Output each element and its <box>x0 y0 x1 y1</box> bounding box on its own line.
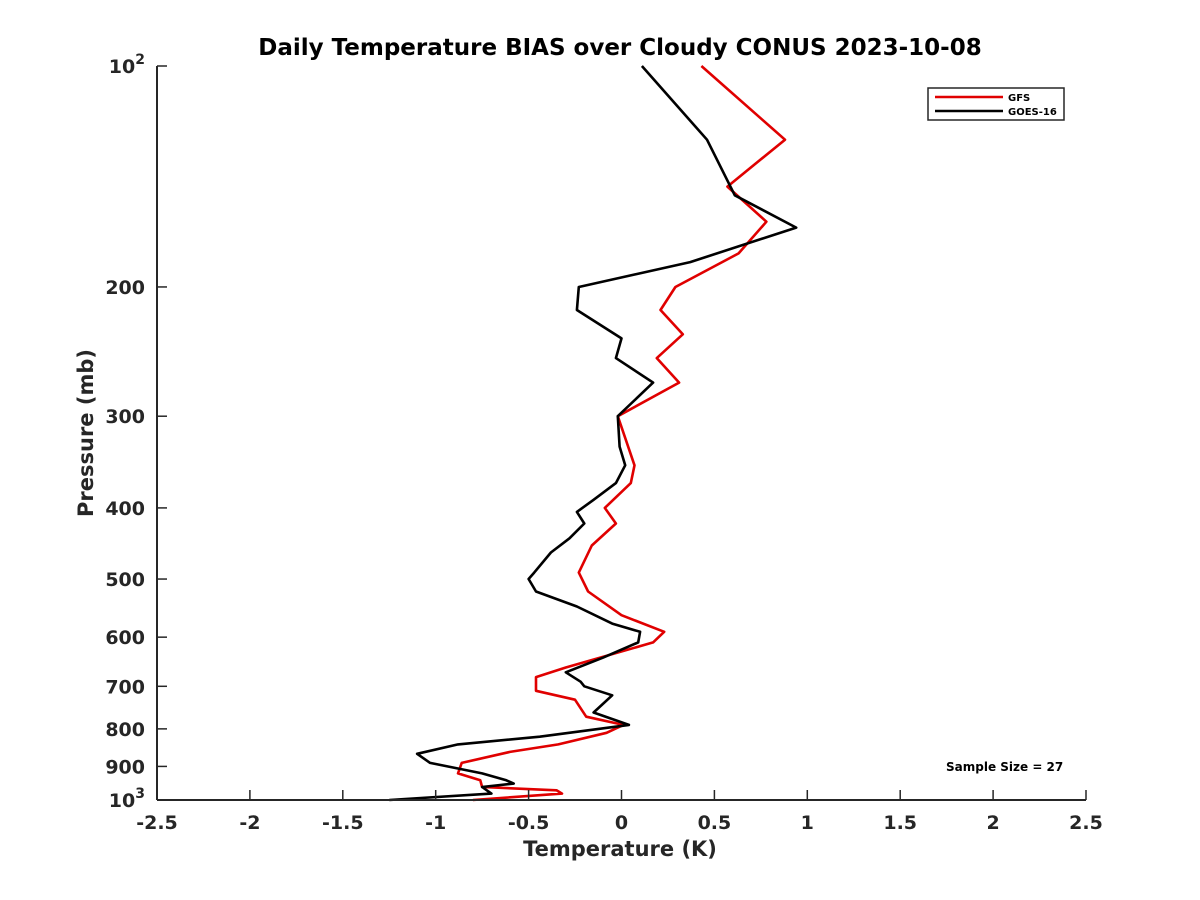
y-tick-base: 800 <box>105 719 145 741</box>
y-tick-base: 400 <box>105 498 145 520</box>
y-tick-base: 700 <box>105 676 145 698</box>
y-tick-label: 800 <box>105 719 145 741</box>
x-tick-label: 0.5 <box>698 812 732 834</box>
y-tick-base: 900 <box>105 756 145 778</box>
y-tick-label: 103 <box>109 786 145 812</box>
y-tick-base: 600 <box>105 627 145 649</box>
x-tick-label: 0 <box>615 812 628 834</box>
y-axis-label: Pressure (mb) <box>74 349 98 517</box>
y-tick-label: 400 <box>105 498 145 520</box>
y-tick-label: 102 <box>109 52 145 78</box>
legend-box <box>927 87 1065 121</box>
x-tick-label: -1.5 <box>322 812 364 834</box>
x-tick-label: 2 <box>986 812 999 834</box>
x-tick-label: 1 <box>801 812 814 834</box>
y-tick-base: 500 <box>105 569 145 591</box>
y-tick-label: 300 <box>105 406 145 428</box>
x-tick-label: 2.5 <box>1069 812 1103 834</box>
y-tick-exponent: 3 <box>135 786 145 802</box>
y-tick-label: 600 <box>105 627 145 649</box>
x-ticks: -2.5 -2 -1.5 -1 -0.5 0 0.5 1 1.5 2 2.5 <box>136 790 1103 834</box>
chart-title: Daily Temperature BIAS over Cloudy CONUS… <box>258 35 981 61</box>
y-tick-base: 10 <box>109 790 135 812</box>
y-tick-base: 10 <box>109 56 135 78</box>
x-tick-label: -1 <box>425 812 446 834</box>
y-tick-label: 700 <box>105 676 145 698</box>
y-tick-base: 300 <box>105 406 145 428</box>
series-line-goes-16 <box>389 65 798 802</box>
y-tick-exponent: 2 <box>135 52 145 68</box>
legend-label-gfs: GFS <box>1008 93 1030 104</box>
x-tick-label: -0.5 <box>508 812 550 834</box>
x-tick-label: 1.5 <box>883 812 917 834</box>
y-tick-base: 200 <box>105 277 145 299</box>
x-tick-label: -2.5 <box>136 812 178 834</box>
series-layer <box>389 65 798 802</box>
x-tick-label: -2 <box>239 812 260 834</box>
legend-label-goes16: GOES-16 <box>1008 107 1057 118</box>
x-axis-label: Temperature (K) <box>523 837 717 861</box>
plot-area: -2.5 -2 -1.5 -1 -0.5 0 0.5 1 1.5 2 2.5 10220030040… <box>105 52 1103 834</box>
y-tick-label: 900 <box>105 756 145 778</box>
legend: GFS GOES-16 <box>927 87 1065 121</box>
y-tick-label: 500 <box>105 569 145 591</box>
sample-size-annotation: Sample Size = 27 <box>946 760 1063 774</box>
y-tick-label: 200 <box>105 277 145 299</box>
series-line-gfs <box>456 65 787 802</box>
